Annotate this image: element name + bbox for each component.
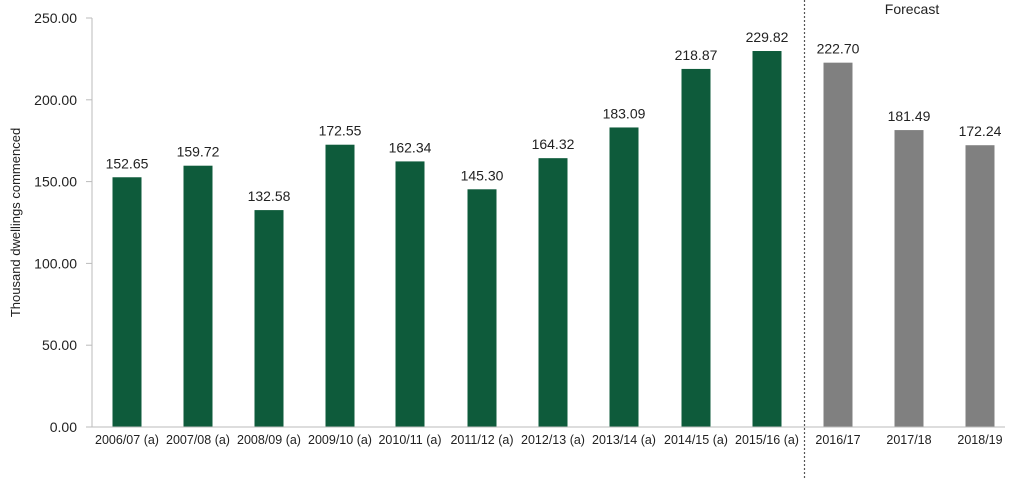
y-tick-label: 150.00 xyxy=(34,174,77,190)
data-label: 162.34 xyxy=(389,139,432,155)
x-tick-label: 2008/09 (a) xyxy=(237,433,301,447)
y-tick-label: 100.00 xyxy=(34,255,77,271)
forecast-bar xyxy=(823,62,853,427)
bars xyxy=(112,51,995,428)
forecast-annotation: Forecast xyxy=(885,1,940,17)
data-label: 145.30 xyxy=(461,167,504,183)
actual-bar xyxy=(183,165,213,428)
y-axis: 0.00 50.00 100.00 150.00 200.00 250.00 xyxy=(34,10,93,435)
actual-bar xyxy=(112,177,142,427)
x-tick-label: 2011/12 (a) xyxy=(450,433,513,447)
data-label: 183.09 xyxy=(603,105,646,121)
forecast-bar xyxy=(965,145,995,427)
actual-bar xyxy=(681,68,711,427)
data-label: 222.70 xyxy=(817,41,860,57)
data-label: 181.49 xyxy=(888,108,931,124)
data-label: 172.24 xyxy=(959,123,1002,139)
x-tick-label: 2006/07 (a) xyxy=(95,433,159,447)
data-label: 229.82 xyxy=(746,29,789,45)
x-tick-label: 2007/08 (a) xyxy=(166,433,230,447)
x-tick-label: 2018/19 xyxy=(957,433,1002,447)
x-tick-label: 2016/17 xyxy=(815,433,860,447)
data-label: 218.87 xyxy=(675,47,718,63)
x-tick-label: 2012/13 (a) xyxy=(521,433,585,447)
x-tick-label: 2015/16 (a) xyxy=(735,433,799,447)
x-tick-label: 2013/14 (a) xyxy=(592,433,656,447)
value-labels: 152.65 159.72 132.58 172.55 162.34 145.30 164.… xyxy=(106,29,1002,204)
x-tick-label: 2014/15 (a) xyxy=(664,433,728,447)
forecast-bar xyxy=(894,130,924,427)
actual-bar xyxy=(752,51,782,428)
y-tick-label: 250.00 xyxy=(34,10,77,26)
data-label: 152.65 xyxy=(106,155,149,171)
x-axis: 2006/07 (a) 2007/08 (a) 2008/09 (a) 2009/10… xyxy=(92,426,1005,447)
actual-bar xyxy=(254,210,284,427)
actual-bar xyxy=(538,158,568,427)
x-tick-label: 2017/18 xyxy=(886,433,931,447)
actual-bar xyxy=(467,189,497,427)
x-tick-label: 2009/10 (a) xyxy=(308,433,372,447)
actual-bar xyxy=(325,144,355,428)
data-label: 172.55 xyxy=(319,123,362,139)
x-tick-label: 2010/11 (a) xyxy=(378,433,441,447)
data-label: 132.58 xyxy=(248,188,291,204)
data-label: 159.72 xyxy=(177,144,220,160)
data-label: 164.32 xyxy=(532,136,575,152)
actual-bar xyxy=(395,161,425,428)
y-tick-label: 0.00 xyxy=(50,419,77,435)
y-tick-label: 200.00 xyxy=(34,92,77,108)
y-axis-title: Thousand dwellings commenced xyxy=(8,128,23,317)
y-tick-label: 50.00 xyxy=(42,337,77,353)
actual-bar xyxy=(609,127,639,428)
